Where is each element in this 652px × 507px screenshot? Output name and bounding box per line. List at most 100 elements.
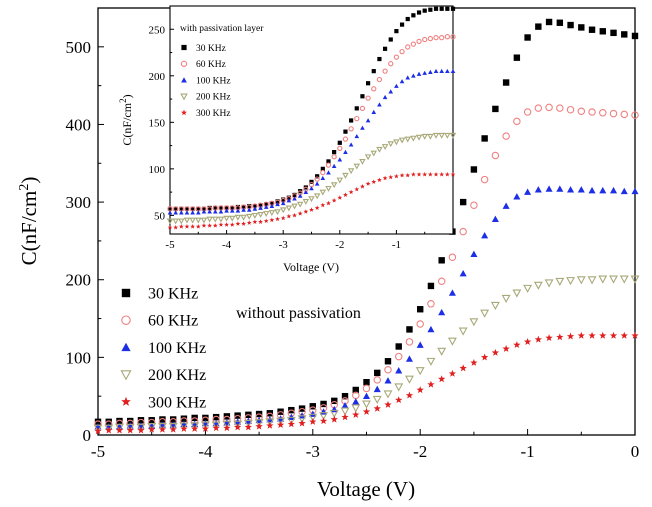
inset-data-point	[212, 223, 218, 228]
inset-data-point	[422, 70, 428, 75]
main-data-point	[222, 420, 232, 429]
inset-data-point	[201, 206, 207, 211]
inset-data-point	[184, 210, 190, 215]
inset-data-point	[449, 132, 457, 139]
main-data-point	[620, 331, 628, 339]
inset-data-point	[285, 205, 293, 212]
inset-data-point	[433, 68, 439, 74]
main-data-point	[115, 426, 124, 434]
main-data-point	[331, 397, 338, 405]
main-data-point	[544, 279, 554, 288]
main-data-point	[480, 353, 489, 361]
inset-data-point	[183, 217, 191, 224]
inset-data-point	[263, 204, 269, 209]
main-data-point	[309, 417, 317, 425]
inset-data-point	[235, 208, 241, 213]
inset-data-point	[320, 202, 326, 208]
main-data-point	[374, 369, 381, 377]
inset-data-point	[201, 209, 207, 214]
inset-data-point	[178, 224, 184, 229]
inset-y-tick-label: 50	[154, 210, 166, 222]
inset-data-point	[376, 146, 383, 153]
inset-data-point	[241, 207, 246, 212]
main-data-point	[576, 276, 586, 285]
inset-data-point	[195, 217, 202, 224]
main-data-point	[534, 186, 542, 193]
main-data-point	[630, 275, 640, 284]
main-x-tick-label: -3	[306, 442, 320, 461]
main-data-point	[513, 117, 521, 126]
main-data-point	[438, 375, 446, 383]
main-data-point	[211, 421, 221, 430]
inset-data-point	[245, 213, 253, 220]
main-data-point	[502, 344, 510, 352]
inset-data-point	[280, 200, 286, 206]
inset-data-point	[263, 218, 269, 224]
inset-data-point	[343, 192, 348, 197]
main-data-point	[384, 400, 392, 408]
main-data-point	[286, 416, 296, 425]
inset-plot: -5 -4 -3 -2 -1 50 100 150 200 250 with passivatio…	[118, 5, 457, 274]
main-legend: 30 KHz 60 KHz 100 KHz 200 KHz 300 KHz	[120, 286, 206, 411]
inset-data-point	[364, 154, 372, 161]
inset-legend-marker	[180, 93, 188, 101]
main-data-point	[631, 187, 639, 195]
inset-data-point	[416, 71, 422, 76]
inset-data-point	[224, 208, 229, 213]
main-data-point	[577, 107, 586, 116]
inset-data-point	[235, 204, 241, 210]
inset-data-point	[286, 198, 292, 203]
inset-data-point	[365, 181, 371, 186]
inset-data-point	[354, 106, 359, 111]
main-data-point	[545, 185, 553, 192]
main-data-point	[373, 385, 381, 393]
main-data-point	[416, 386, 424, 394]
inset-legend-label: 100 KHz	[196, 76, 231, 86]
inset-data-point	[309, 186, 314, 191]
main-data-point	[523, 108, 532, 116]
main-data-point	[148, 417, 155, 424]
inset-data-point	[405, 172, 411, 178]
inset-data-point	[337, 157, 343, 162]
main-data-point	[405, 355, 413, 362]
main-data-point	[373, 404, 381, 412]
main-data-point	[341, 413, 349, 421]
inset-data-point	[354, 115, 360, 122]
inset-data-point	[393, 54, 400, 60]
main-data-point	[513, 54, 521, 61]
main-data-point	[502, 202, 510, 209]
main-data-point	[191, 424, 199, 432]
inset-data-point	[292, 212, 297, 218]
inset-data-point	[275, 201, 280, 207]
main-data-point	[621, 31, 628, 38]
inset-data-point	[399, 22, 405, 27]
main-data-point	[470, 201, 478, 209]
inset-data-point	[281, 197, 286, 202]
inset-data-point	[415, 134, 423, 141]
main-data-point	[566, 332, 575, 340]
main-axis-ticks: -5 -4 -3 -2 -1 0 0 100 200 300 400 500	[66, 38, 640, 461]
inset-data-point	[410, 41, 417, 47]
inset-data-point	[190, 206, 195, 211]
inset-data-point	[365, 118, 371, 123]
main-data-point	[147, 423, 157, 432]
inset-data-point	[179, 210, 184, 215]
inset-data-point	[444, 171, 450, 177]
inset-data-marks	[166, 6, 457, 230]
inset-data-point	[428, 7, 433, 12]
main-data-point	[330, 415, 338, 423]
inset-data-point	[297, 193, 303, 198]
inset-y-tick-label: 250	[149, 24, 166, 36]
main-data-point	[395, 367, 403, 374]
inset-data-point	[445, 6, 450, 11]
main-data-point	[599, 109, 607, 117]
inset-data-point	[416, 171, 422, 177]
main-data-point	[491, 215, 499, 223]
main-data-point	[395, 396, 403, 404]
main-data-point	[470, 250, 478, 257]
inset-data-point	[212, 209, 218, 214]
inset-data-point	[303, 209, 309, 214]
inset-data-point	[313, 193, 321, 200]
main-y-label-base: C(nF/cm	[17, 191, 41, 266]
inset-data-point	[207, 209, 212, 214]
